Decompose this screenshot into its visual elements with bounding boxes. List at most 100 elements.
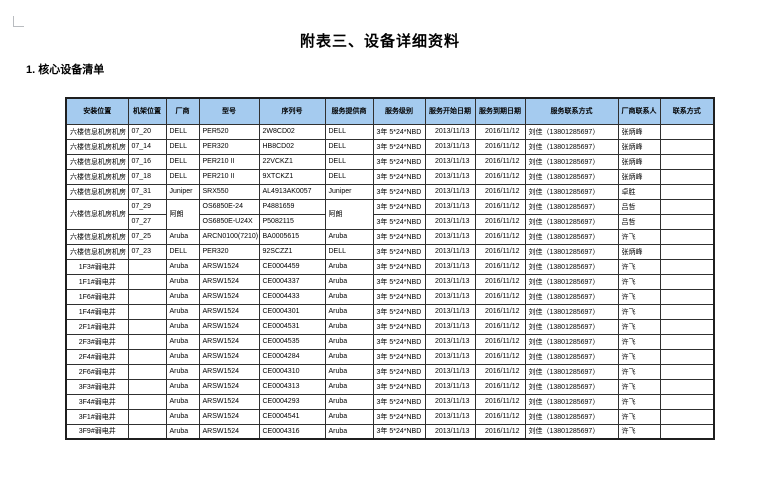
table-cell: 2013/11/13 [424, 348, 476, 365]
table-row: 2F4#弱电井 Aruba ARSW1524 CE0004284 Aruba 3年 5*2… [65, 348, 715, 365]
table-cell: CE0004284 [258, 348, 326, 365]
section-heading: 1. 核心设备清单 [26, 64, 105, 76]
table-cell: Aruba [165, 258, 200, 275]
page-title: 附表三、设备详细资料 [299, 33, 460, 50]
table-cell: Aruba [165, 318, 200, 335]
table-cell: 9XTCKZ1 [258, 168, 326, 185]
table-row: 3F3#弱电井 Aruba ARSW1524 CE0004313 Aruba 3年 5*2… [65, 378, 715, 395]
table-cell: 许飞 [617, 303, 661, 320]
table-cell: 2013/11/13 [424, 153, 476, 170]
table-cell: 2016/11/12 [474, 333, 526, 350]
table-cell: CE0004337 [258, 273, 326, 290]
table-cell [659, 303, 715, 320]
table-cell: 2013/11/13 [424, 183, 476, 200]
table-cell: 刘佳（13801285697） [524, 333, 619, 350]
table-row: 六楼信息机房机房 07_14 DELL PER320 HB8CD02 DELL 3年 5*2… [65, 138, 715, 155]
table-cell: 刘佳（13801285697） [524, 183, 619, 200]
table-cell: ARSW1524 [198, 363, 260, 380]
table-cell: 六楼信息机房机房 [65, 153, 129, 170]
table-cell: 六楼信息机房机房 [65, 123, 129, 140]
table-cell: 许飞 [617, 378, 661, 395]
table-cell [659, 363, 715, 380]
table-cell: 刘佳（13801285697） [524, 273, 619, 290]
table-cell [659, 318, 715, 335]
table-cell: ARSW1524 [198, 423, 260, 440]
table-cell: 3年 5*24*NBD [372, 363, 426, 380]
table-cell: 2016/11/12 [474, 243, 526, 260]
table-cell: AL4913AK0057 [258, 183, 326, 200]
table-cell: Aruba [165, 348, 200, 365]
table-header-row: 安装位置 机架位置 厂商 型号 序列号 服务提供商 服务级别 服务开始日期 服务到期日期 服务联系… [65, 97, 715, 125]
table-cell: 3年 5*24*NBD [372, 123, 426, 140]
column-header: 服务级别 [372, 97, 426, 125]
table-cell: 刘佳（13801285697） [524, 363, 619, 380]
table-cell: 刘佳（13801285697） [524, 393, 619, 410]
table-cell: 3年 5*24*NBD [372, 288, 426, 305]
table-cell: Aruba [165, 228, 200, 245]
table-cell: 2013/11/13 [424, 123, 476, 140]
table-cell: 刘佳（13801285697） [524, 198, 619, 215]
table-cell: 2013/11/13 [424, 258, 476, 275]
table-cell: Aruba [165, 378, 200, 395]
table-cell [127, 363, 167, 380]
table-cell: 2013/11/13 [424, 318, 476, 335]
table-cell: Aruba [324, 303, 374, 320]
table-cell: 张炳峰 [617, 153, 661, 170]
table-cell: 92SCZZ1 [258, 243, 326, 260]
table-cell: 07_20 [127, 123, 167, 140]
table-cell: CE0004459 [258, 258, 326, 275]
table-cell: Aruba [324, 408, 374, 425]
table-cell: 许飞 [617, 333, 661, 350]
table-row: 六楼信息机房机房 07_20 DELL PER520 2W8CD02 DELL 3年 5*2… [65, 123, 715, 140]
table-cell: Aruba [165, 303, 200, 320]
table-cell: Aruba [324, 423, 374, 440]
table-cell: 许飞 [617, 273, 661, 290]
table-cell: CE0004541 [258, 408, 326, 425]
table-cell: 2016/11/12 [474, 393, 526, 410]
table-row: 1F6#弱电井 Aruba ARSW1524 CE0004433 Aruba 3年 5*2… [65, 288, 715, 305]
table-cell [127, 408, 167, 425]
table-cell: CE0004310 [258, 363, 326, 380]
table-cell: 3F1#弱电井 [65, 408, 129, 425]
column-header: 机架位置 [127, 97, 167, 125]
table-cell: 刘佳（13801285697） [524, 243, 619, 260]
table-cell: 张炳峰 [617, 243, 661, 260]
table-cell: PER210 II [198, 168, 260, 185]
table-cell: 2013/11/13 [424, 408, 476, 425]
table-cell: HB8CD02 [258, 138, 326, 155]
table-cell: 3年 5*24*NBD [372, 183, 426, 200]
table-cell [127, 258, 167, 275]
table-cell: 3年 5*24*NBD [372, 198, 426, 215]
table-cell: 2F6#弱电井 [65, 363, 129, 380]
table-cell: 2013/11/13 [424, 213, 476, 230]
table-cell: 07_25 [127, 228, 167, 245]
table-cell [659, 273, 715, 290]
table-cell: ARSW1524 [198, 378, 260, 395]
table-cell: 六楼信息机房机房 [65, 138, 129, 155]
table-cell: Aruba [324, 318, 374, 335]
column-header: 服务开始日期 [424, 97, 476, 125]
table-cell: DELL [165, 243, 200, 260]
table-cell: 刘佳（13801285697） [524, 378, 619, 395]
table-cell: 2016/11/12 [474, 318, 526, 335]
table-cell: 2013/11/13 [424, 273, 476, 290]
table-row: 1F3#弱电井 Aruba ARSW1524 CE0004459 Aruba 3年 5*2… [65, 258, 715, 275]
table-cell: 2W8CD02 [258, 123, 326, 140]
table-cell: 3年 5*24*NBD [372, 273, 426, 290]
table-cell: ARCN0100(7210) [198, 228, 260, 245]
table-cell: ARSW1524 [198, 303, 260, 320]
table-cell: CE0004531 [258, 318, 326, 335]
table-cell: 刘佳（13801285697） [524, 288, 619, 305]
table-cell: 许飞 [617, 258, 661, 275]
table-cell: Aruba [324, 333, 374, 350]
table-cell: 3年 5*24*NBD [372, 258, 426, 275]
table-cell: 2016/11/12 [474, 168, 526, 185]
table-cell [127, 393, 167, 410]
table-cell: 刘佳（13801285697） [524, 138, 619, 155]
table-cell: 刘佳（13801285697） [524, 168, 619, 185]
table-cell: 2016/11/12 [474, 363, 526, 380]
table-cell: ARSW1524 [198, 273, 260, 290]
table-cell: 1F1#弱电井 [65, 273, 129, 290]
table-cell: 3年 5*24*NBD [372, 228, 426, 245]
table-cell [659, 408, 715, 425]
